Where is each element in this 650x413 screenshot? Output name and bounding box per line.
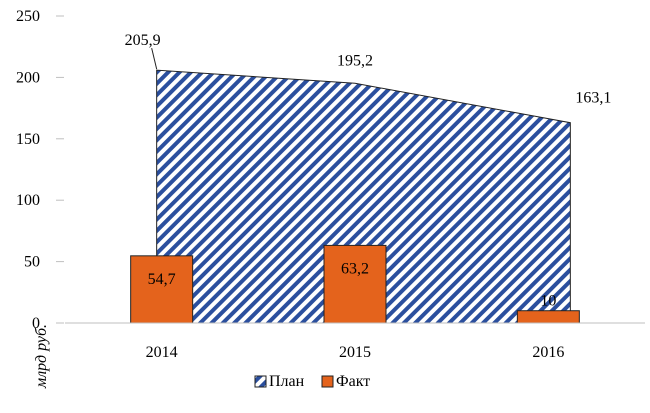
y-tick-label: 100 <box>16 192 40 209</box>
data-label-fact: 10 <box>540 293 556 310</box>
data-label-plan: 205,9 <box>125 32 161 49</box>
data-label-plan: 163,1 <box>575 90 611 107</box>
legend-swatch <box>254 375 267 388</box>
legend-label: Факт <box>336 373 370 390</box>
data-label-fact: 63,2 <box>341 260 369 277</box>
legend-swatch <box>321 375 334 388</box>
x-tick-label: 2016 <box>532 344 564 361</box>
legend-label: План <box>269 373 305 390</box>
x-tick-label: 2014 <box>146 344 178 361</box>
y-tick-label: 0 <box>32 315 40 332</box>
data-label-fact: 54,7 <box>148 271 176 288</box>
x-tick-label: 2015 <box>339 344 371 361</box>
data-label-plan: 195,2 <box>337 52 373 69</box>
bar-fact-2016 <box>516 310 580 324</box>
y-tick-label: 50 <box>24 254 40 271</box>
y-tick-label: 150 <box>16 131 40 148</box>
bar-fact-2014 <box>130 255 194 324</box>
y-tick-label: 200 <box>16 69 40 86</box>
leader-line <box>151 48 158 70</box>
y-tick-label: 250 <box>16 8 40 25</box>
bar-fact-2015 <box>323 244 387 324</box>
y-axis-label: млрд руб. <box>33 324 50 389</box>
